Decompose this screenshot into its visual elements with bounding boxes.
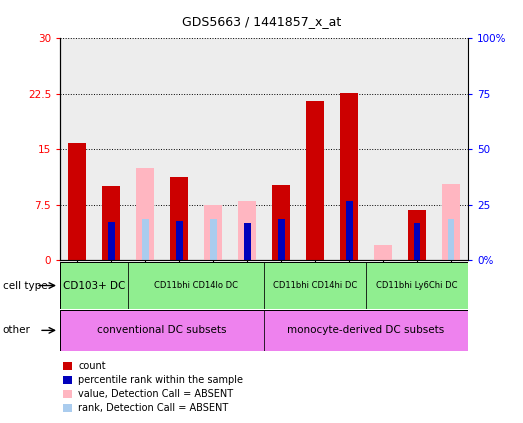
Text: monocyte-derived DC subsets: monocyte-derived DC subsets	[288, 325, 445, 335]
Text: CD11bhi Ly6Chi DC: CD11bhi Ly6Chi DC	[377, 281, 458, 290]
Text: GDS5663 / 1441857_x_at: GDS5663 / 1441857_x_at	[182, 15, 341, 28]
Bar	[136, 168, 154, 260]
Bar	[434, 38, 468, 260]
Text: cell type: cell type	[3, 280, 47, 291]
Bar	[170, 177, 188, 260]
Bar	[332, 38, 366, 260]
Bar	[366, 38, 400, 260]
Bar	[408, 210, 426, 260]
Text: CD11bhi CD14hi DC: CD11bhi CD14hi DC	[273, 281, 357, 290]
Bar	[230, 38, 264, 260]
Bar	[128, 38, 162, 260]
Bar	[60, 38, 94, 260]
Text: other: other	[3, 325, 30, 335]
Bar	[414, 223, 420, 260]
Text: rank, Detection Call = ABSENT: rank, Detection Call = ABSENT	[78, 403, 229, 413]
Bar	[68, 143, 86, 260]
Bar	[204, 205, 222, 260]
Bar	[306, 101, 324, 260]
Bar	[264, 262, 366, 309]
Bar	[128, 262, 264, 309]
Text: value, Detection Call = ABSENT: value, Detection Call = ABSENT	[78, 389, 234, 399]
Bar	[162, 38, 196, 260]
Bar	[278, 220, 285, 260]
Bar	[448, 220, 454, 260]
Bar	[210, 220, 217, 260]
Bar	[298, 38, 332, 260]
Text: percentile rank within the sample: percentile rank within the sample	[78, 375, 243, 385]
Bar	[142, 220, 149, 260]
Bar	[176, 221, 183, 260]
Bar	[374, 245, 392, 260]
Text: conventional DC subsets: conventional DC subsets	[97, 325, 227, 335]
Bar	[238, 201, 256, 260]
Text: CD11bhi CD14lo DC: CD11bhi CD14lo DC	[154, 281, 238, 290]
Bar	[366, 262, 468, 309]
Text: CD103+ DC: CD103+ DC	[63, 280, 126, 291]
Bar	[196, 38, 230, 260]
Bar	[442, 184, 460, 260]
Bar	[346, 201, 353, 260]
Bar	[244, 223, 251, 260]
Bar	[340, 93, 358, 260]
Bar	[94, 38, 128, 260]
Text: count: count	[78, 361, 106, 371]
Bar	[102, 186, 120, 260]
Bar	[264, 38, 298, 260]
Bar	[272, 185, 290, 260]
Bar	[108, 222, 115, 260]
Bar	[60, 310, 264, 351]
Bar	[400, 38, 434, 260]
Bar	[60, 262, 128, 309]
Bar	[264, 310, 468, 351]
